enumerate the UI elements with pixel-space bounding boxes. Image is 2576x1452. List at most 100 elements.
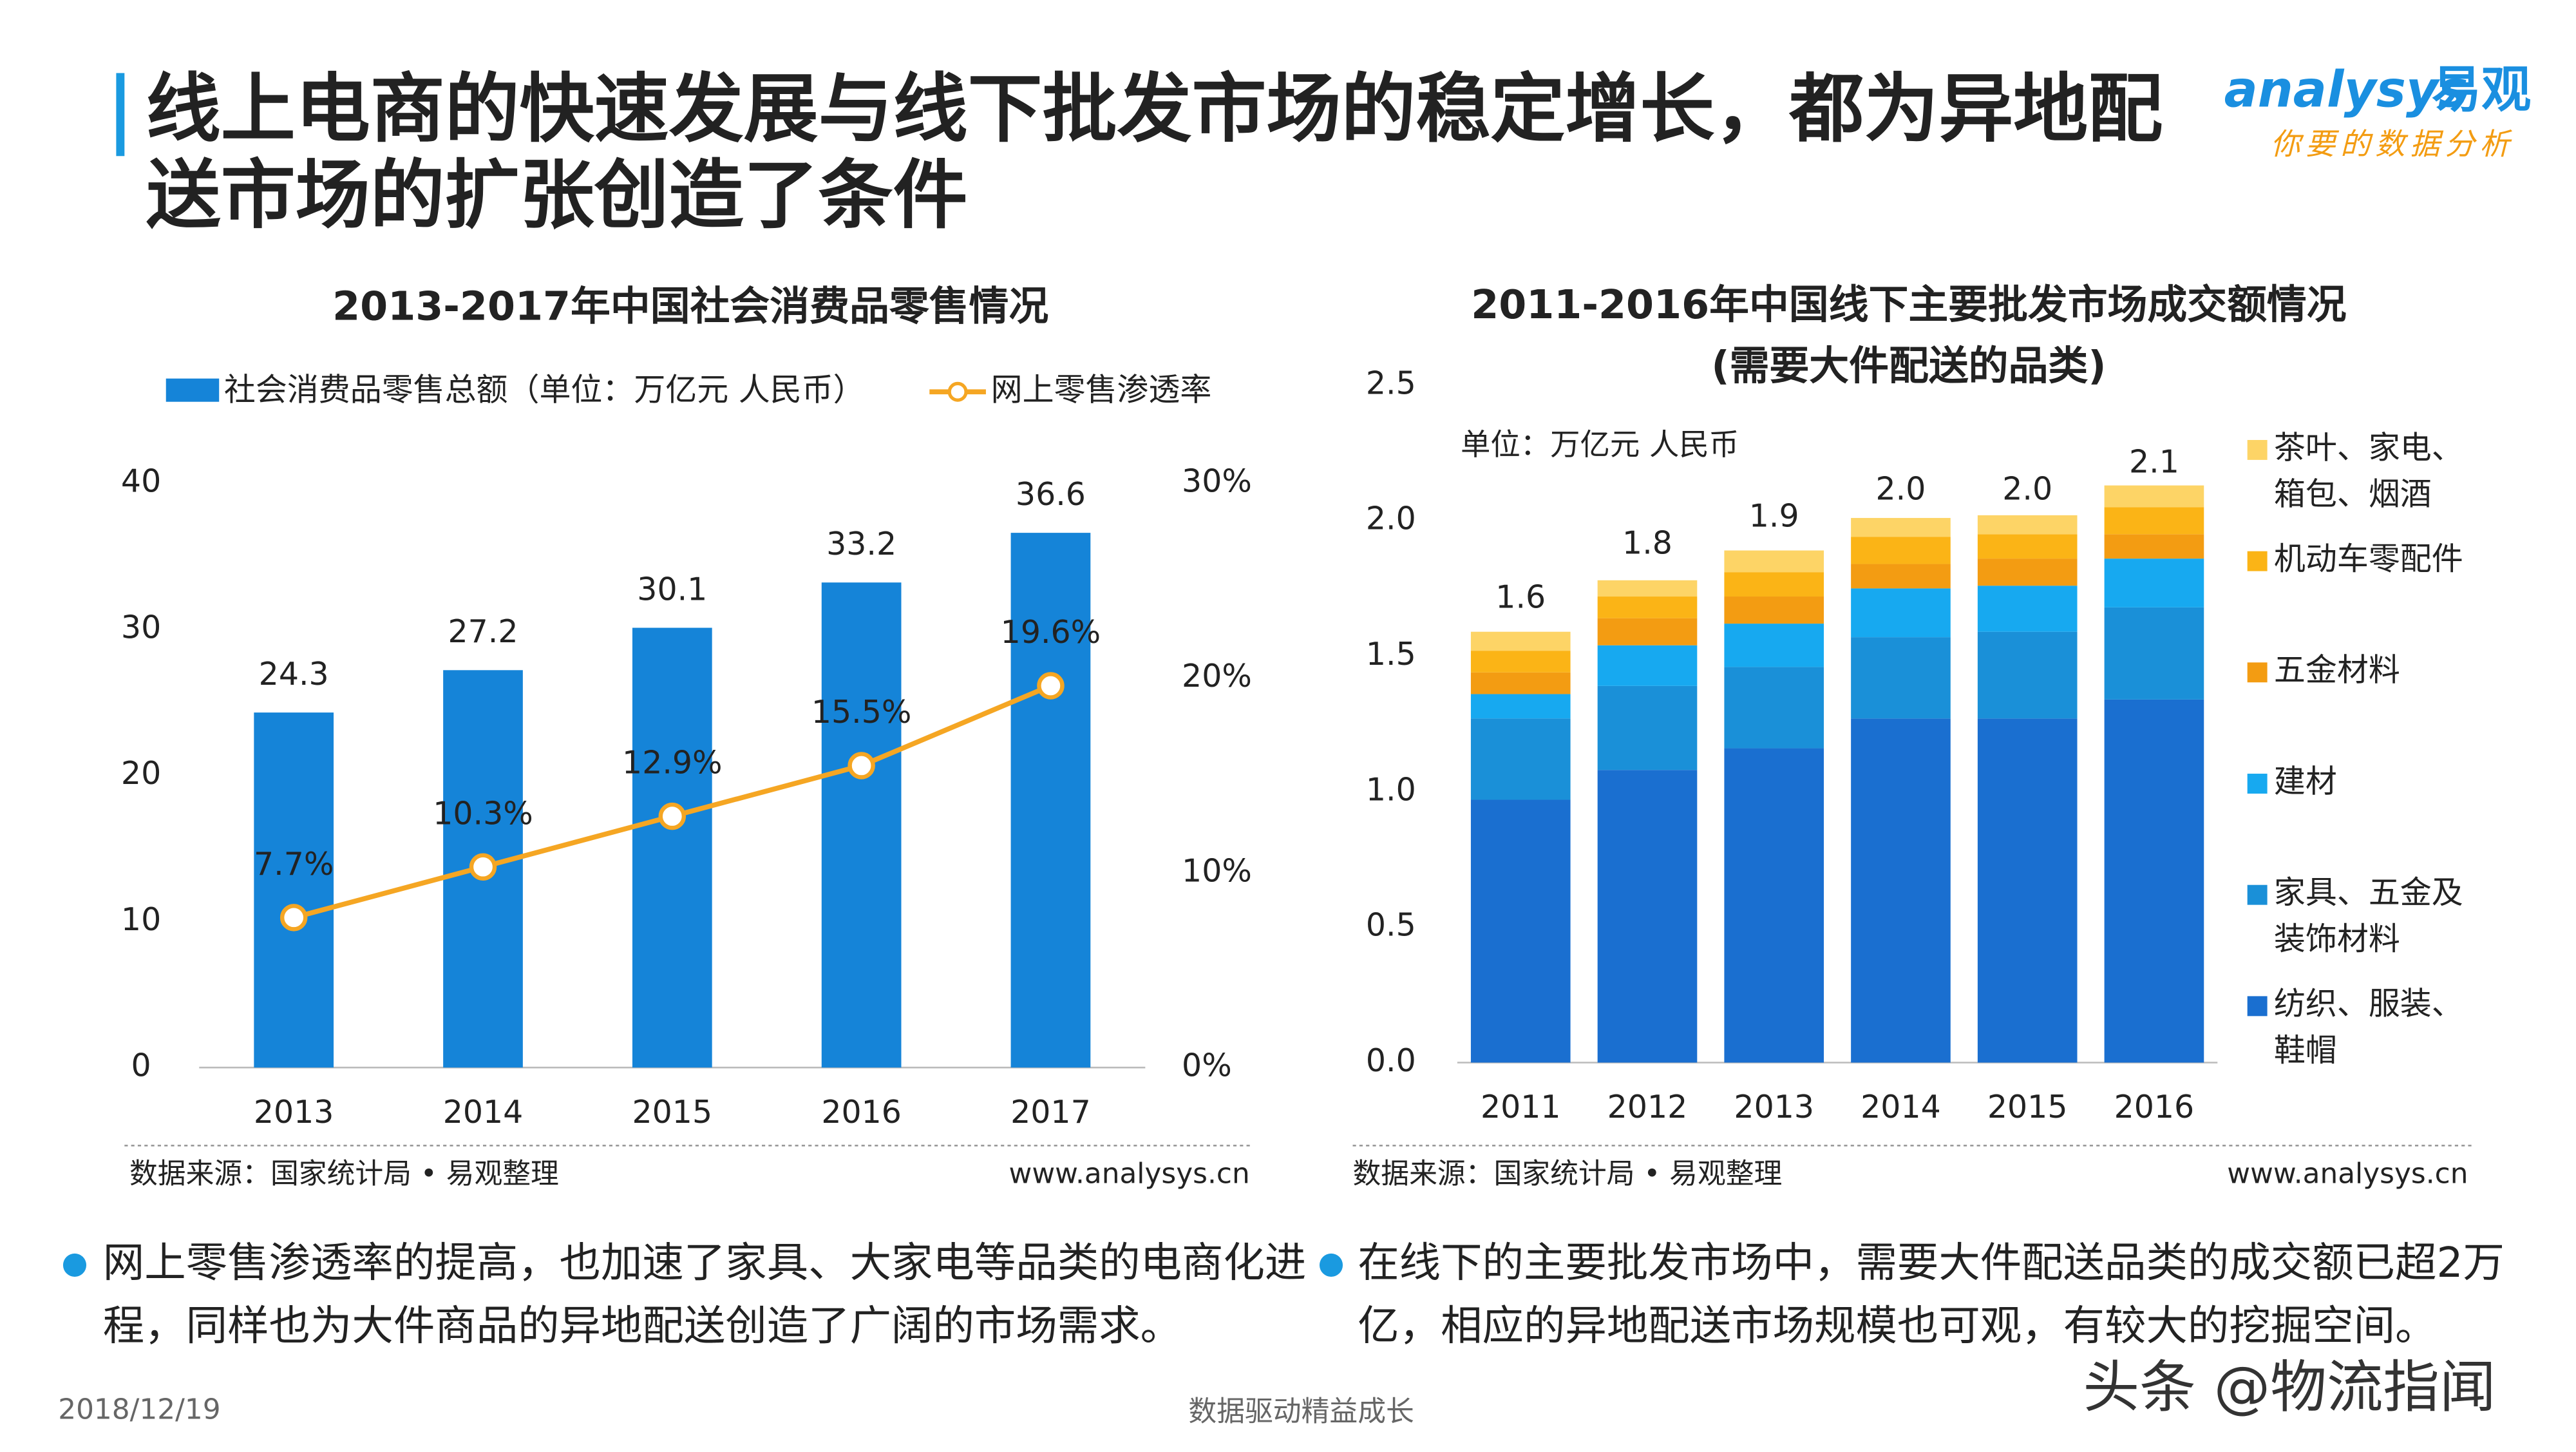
y-tick-label: 0.0	[1366, 1042, 1416, 1079]
line-label: 7.7%	[254, 846, 334, 883]
bar-segment	[1597, 580, 1698, 597]
bar-segment	[1470, 799, 1571, 1063]
x-tick-label: 2012	[1607, 1089, 1688, 1125]
line-point	[658, 802, 687, 830]
bar-segment	[1977, 586, 2078, 632]
title-accent	[116, 73, 125, 157]
y-tick-label: 0.5	[1366, 907, 1416, 944]
footer-date: 2018/12/19	[58, 1393, 220, 1426]
slide-title: 线上电商的快速发展与线下批发市场的稳定增长，都为异地配送市场的扩张创造了条件	[146, 66, 2163, 240]
legend-box: 纺织、服装、鞋帽	[2273, 986, 2463, 1069]
bar-segment	[1597, 685, 1698, 770]
legend-swatch	[166, 378, 220, 402]
x-tick-label: 2016	[821, 1094, 902, 1131]
chart-title: 2011-2016年中国线下主要批发市场成交额情况	[1471, 282, 2346, 328]
y2-tick-label: 30%	[1182, 463, 1252, 499]
bar-segment	[1470, 651, 1571, 673]
logo-brand: analysys	[2224, 61, 2468, 119]
y2-tick-label: 20%	[1182, 658, 1252, 694]
unit-label: 单位：万亿元 人民币	[1461, 427, 1739, 462]
line-point	[279, 904, 308, 931]
total-label: 2.0	[1876, 470, 1926, 507]
bar-segment	[1851, 518, 1951, 537]
x-tick-label: 2013	[254, 1094, 334, 1131]
bar-segment	[1724, 748, 1824, 1063]
x-tick-label: 2011	[1481, 1089, 1561, 1125]
bar-segment	[1977, 631, 2078, 719]
x-tick-label: 2016	[2114, 1089, 2195, 1125]
bar-segment	[1977, 559, 2078, 586]
x-tick-label: 2014	[443, 1094, 524, 1131]
bar-segment	[1597, 770, 1698, 1063]
y2-tick-label: 0%	[1182, 1047, 1232, 1084]
logo-slogan: 你要的数据分析	[2271, 126, 2515, 161]
bar-label: 27.2	[448, 613, 518, 650]
y-tick-label: 10	[121, 901, 161, 938]
bar-segment	[1597, 618, 1698, 645]
y-tick-label: 20	[121, 755, 161, 792]
y-tick-label: 2.0	[1366, 501, 1416, 537]
bar-segment	[1851, 588, 1951, 638]
bar-segment	[2104, 507, 2204, 535]
y-tick-label: 40	[121, 463, 161, 499]
legend-swatch	[2247, 662, 2268, 683]
website: www.analysys.cn	[1009, 1158, 1250, 1190]
bar-segment	[2104, 559, 2204, 607]
bullet	[62, 1253, 87, 1277]
bar-segment	[1470, 718, 1571, 800]
legend-swatch	[2247, 439, 2268, 460]
line-label: 15.5%	[811, 694, 912, 731]
title-box: 线上电商的快速发展与线下批发市场的稳定增长，都为异地配送市场的扩张创造了条件	[146, 66, 2163, 240]
bar-segment	[1977, 515, 2078, 535]
y-tick-label: 1.0	[1366, 771, 1416, 808]
legend-box: 五金材料	[2274, 653, 2400, 689]
bar-segment	[1724, 667, 1824, 749]
y-tick-label: 1.5	[1366, 636, 1416, 673]
line-point	[848, 752, 875, 779]
source: 数据来源：国家统计局 • 易观整理	[1353, 1158, 1783, 1190]
bar	[1010, 533, 1091, 1068]
watermark: 头条 @物流指闻	[2083, 1355, 2496, 1420]
legend-label: 社会消费品零售总额（单位：万亿元 人民币）	[224, 372, 865, 408]
legend-swatch	[2247, 884, 2268, 905]
bar-segment	[2104, 485, 2204, 508]
bar-segment	[1977, 534, 2078, 559]
chart-subtitle: (需要大件配送的品类)	[1711, 343, 2106, 389]
x-tick-label: 2014	[1861, 1089, 1941, 1125]
source: 数据来源：国家统计局 • 易观整理	[129, 1158, 559, 1190]
bar	[821, 582, 902, 1068]
bar-segment	[1597, 597, 1698, 618]
total-label: 1.8	[1622, 524, 1672, 561]
logo-name: 易观	[2432, 61, 2532, 119]
legend-label: 家具、五金及装饰材料	[2273, 875, 2463, 959]
bar-segment	[1851, 537, 1951, 564]
line-point	[1037, 672, 1065, 700]
x-tick-label: 2013	[1734, 1089, 1814, 1125]
y2-tick-label: 10%	[1182, 852, 1252, 889]
note: 网上零售渗透率的提高，也加速了家具、大家电等品类的电商化进程，同样也为大件商品的…	[102, 1238, 1307, 1350]
total-label: 2.0	[2002, 470, 2052, 507]
bar-segment	[1470, 694, 1571, 719]
bar-segment	[1724, 624, 1824, 667]
total-label: 1.9	[1749, 497, 1799, 534]
chart-title: 2013-2017年中国社会消费品零售情况	[332, 283, 1048, 329]
legend-label: 建材	[2273, 763, 2337, 801]
legend-swatch	[947, 381, 968, 402]
bar-segment	[2104, 534, 2204, 559]
legend-label: 机动车零配件	[2273, 541, 2463, 578]
line-label: 10.3%	[433, 795, 533, 832]
legend-swatch	[2247, 774, 2268, 794]
bar-segment	[2104, 607, 2204, 700]
legend-swatch	[2247, 551, 2268, 571]
legend-box: 茶叶、家电、箱包、烟酒	[2274, 430, 2463, 513]
legend-label: 纺织、服装、鞋帽	[2273, 986, 2463, 1069]
note: 在线下的主要批发市场中，需要大件配送品类的成交额已超2万亿，相应的异地配送市场规…	[1358, 1238, 2505, 1350]
line-point	[469, 853, 497, 881]
total-label: 1.6	[1495, 579, 1546, 616]
footer-slogan: 数据驱动精益成长	[1188, 1395, 1414, 1428]
bar-segment	[1851, 637, 1951, 719]
bar	[632, 627, 712, 1068]
legend-swatch	[2247, 996, 2268, 1017]
